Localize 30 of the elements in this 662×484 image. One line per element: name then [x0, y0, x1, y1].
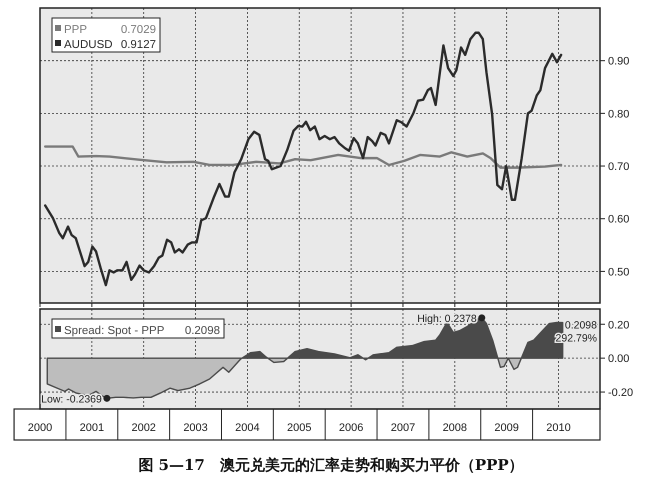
annotation: 0.2098 — [184, 325, 220, 337]
x-tick-label: 2009 — [494, 422, 519, 434]
x-tick-label: 2003 — [183, 422, 208, 434]
legend-label: PPP — [64, 24, 88, 36]
y-tick-label: -0.20 — [608, 387, 634, 400]
y-tick-label: 0.20 — [608, 319, 630, 332]
x-tick-label: 2002 — [131, 422, 156, 434]
annotation: 0.7029 — [120, 24, 156, 36]
y-tick-label: 0.90 — [608, 56, 630, 68]
y-tick-label: 0.50 — [608, 266, 630, 278]
text: 图 5—17 澳元兑美元的汇率走势和购买力平价（PPP） — [138, 456, 524, 474]
x-tick-label: 2004 — [235, 422, 260, 434]
annotation: Low: -0.2369 — [41, 393, 102, 406]
x-tick-label: 2001 — [80, 422, 104, 434]
x-tick-label: 2010 — [546, 422, 571, 434]
x-tick-label: 2007 — [390, 422, 416, 434]
x-tick-label: 2005 — [287, 422, 312, 434]
annotation: 0.9127 — [120, 39, 156, 51]
x-tick-label: 2008 — [442, 422, 468, 434]
y-tick-label: 0.60 — [608, 214, 630, 226]
x-tick-label: 2006 — [338, 422, 364, 434]
y-tick-label: 0.00 — [608, 353, 630, 366]
x-tick-label: 2000 — [28, 422, 52, 434]
annotation: High: 0.2378 — [417, 312, 477, 325]
y-tick-label: 0.80 — [608, 108, 630, 120]
legend-label: Spread: Spot - PPP — [64, 325, 165, 337]
annotation: 0.2098 — [564, 320, 598, 332]
legend-label: AUDUSD — [64, 39, 113, 51]
y-tick-label: 0.70 — [608, 161, 630, 174]
line-series — [44, 145, 562, 169]
